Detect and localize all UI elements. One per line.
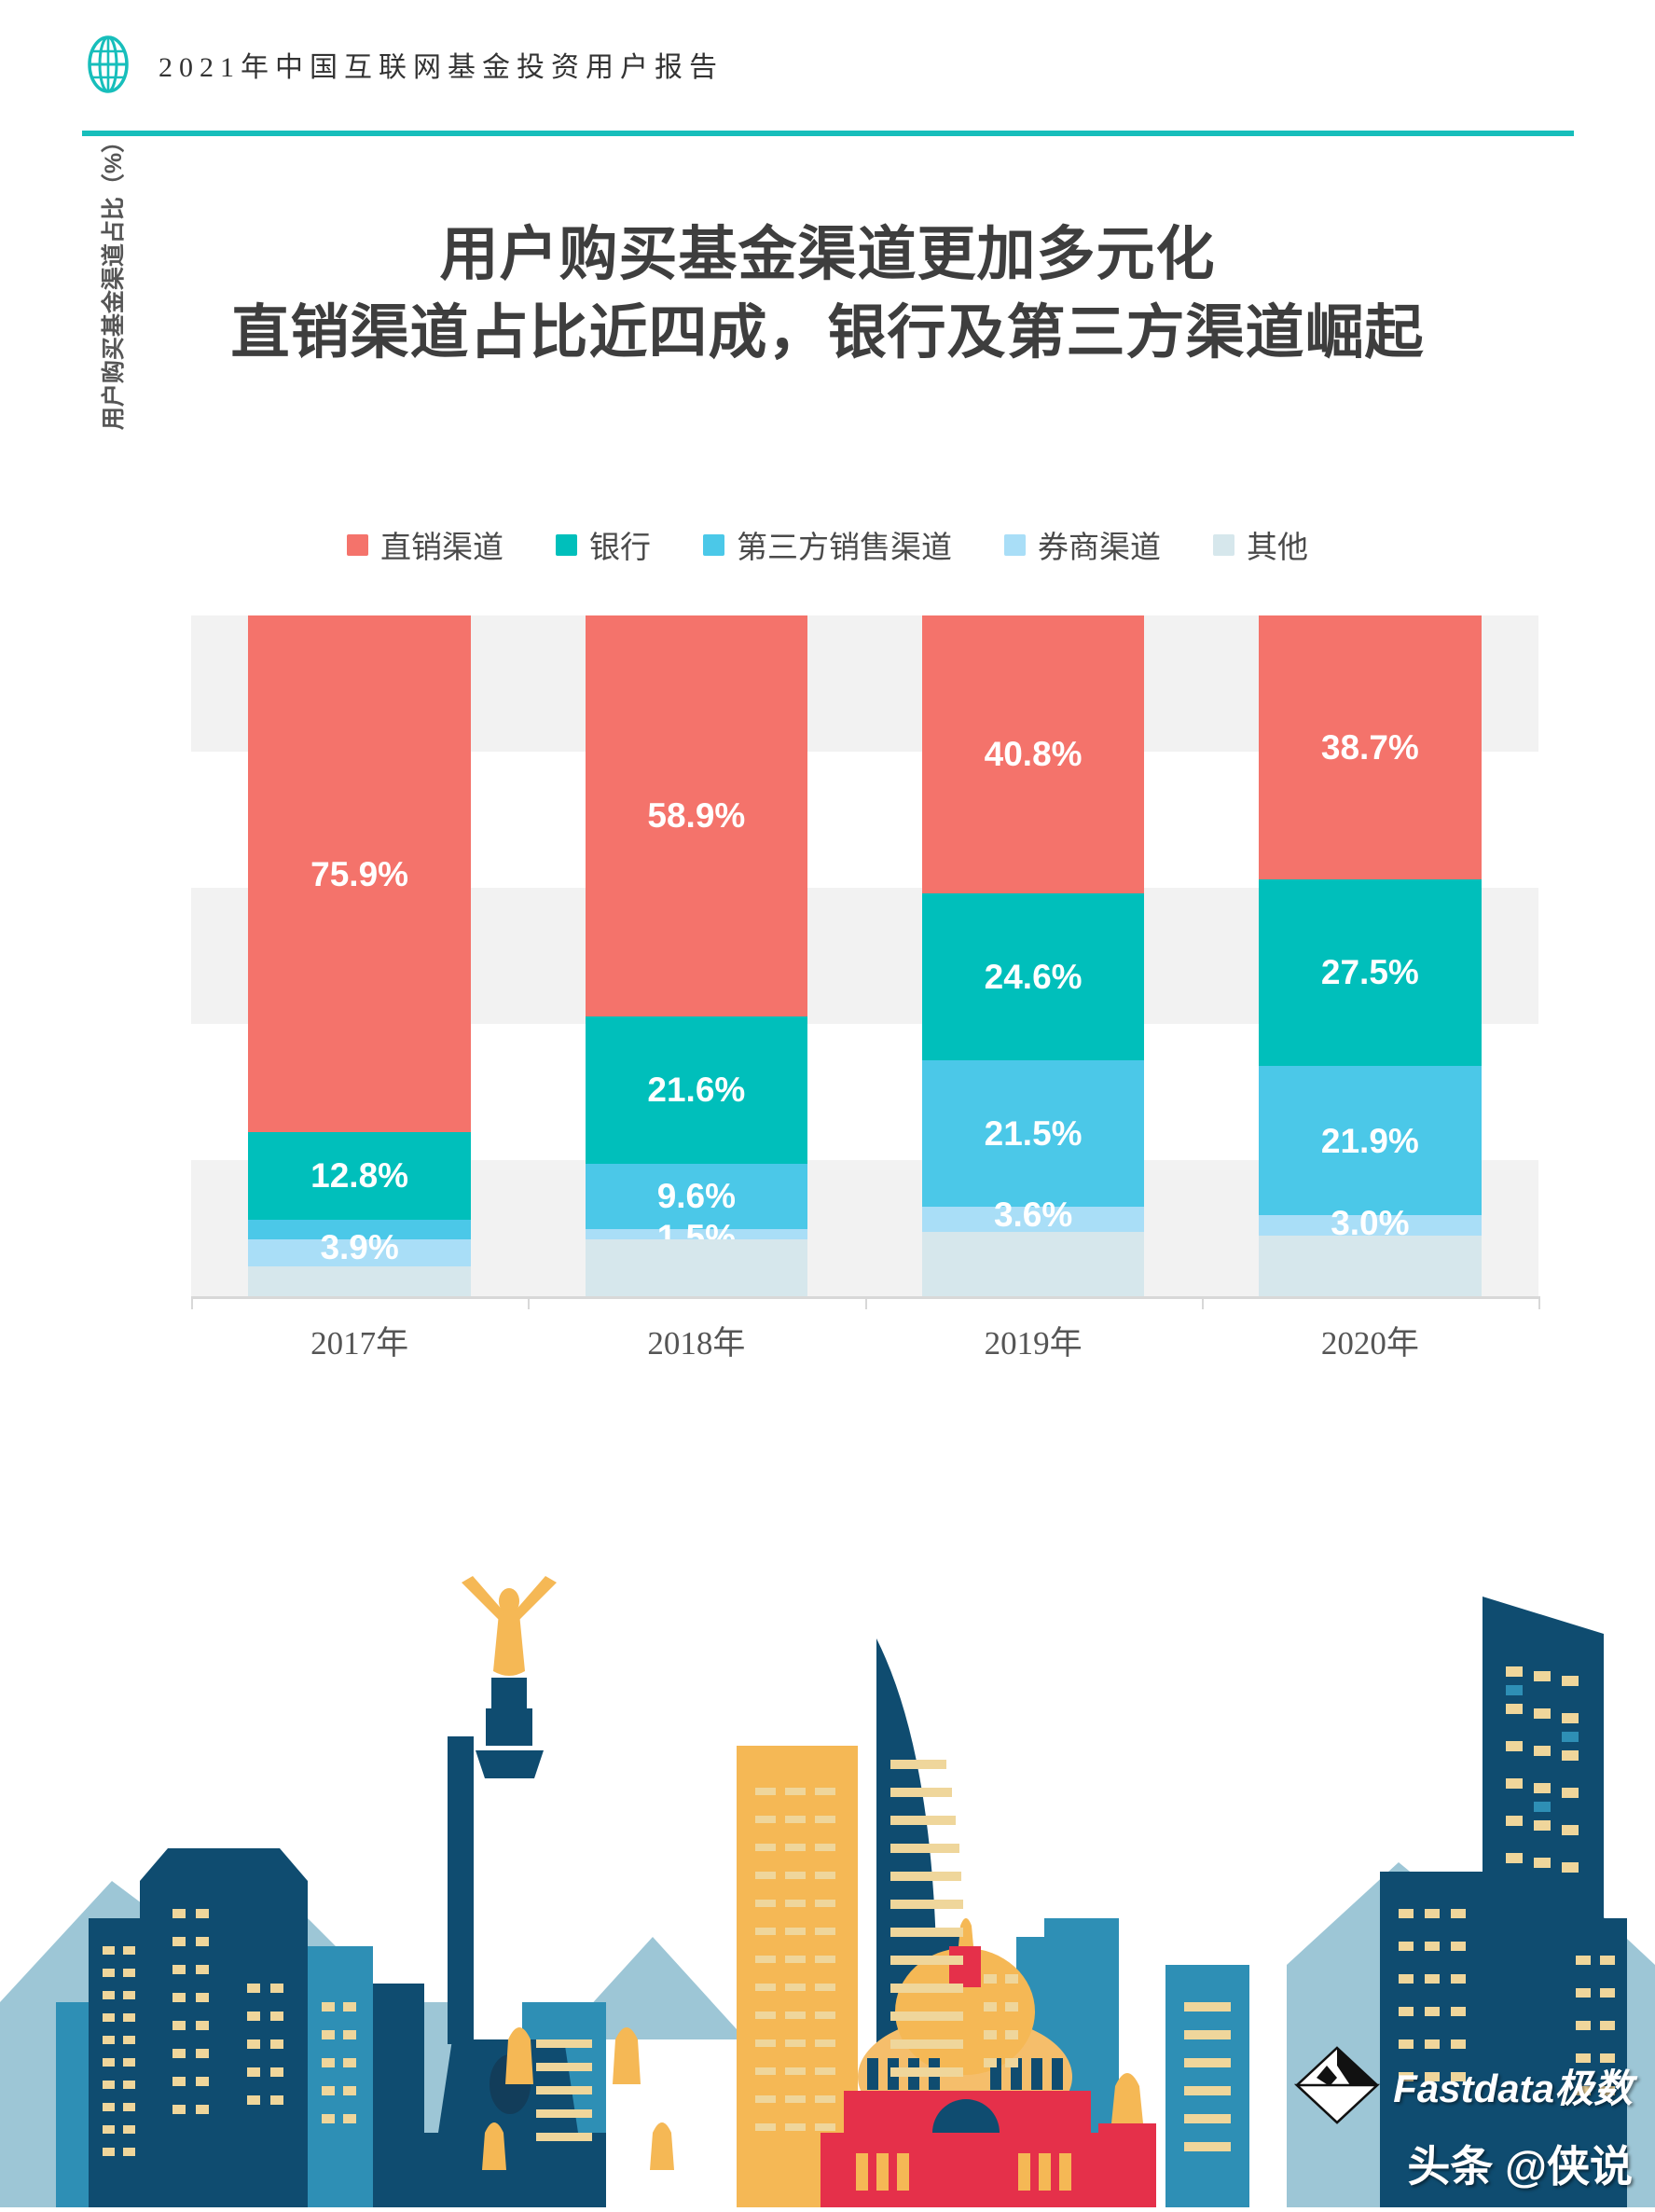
bar-value-label: 21.5% <box>984 1114 1083 1154</box>
legend-item-0[interactable]: 直销渠道 <box>347 522 503 567</box>
header-title: 2021年中国互联网基金投资用户报告 <box>159 52 724 83</box>
x-axis-tick-label: 2018年 <box>647 1325 746 1362</box>
bar-value-label: 24.6% <box>984 958 1083 997</box>
globe-icon <box>88 35 129 93</box>
legend-label: 券商渠道 <box>1038 530 1161 564</box>
bar-segment: 21.6% <box>585 1016 808 1164</box>
bar-column-2017年: 75.9% 12.8% 3.9% <box>191 615 528 1296</box>
bar-segment: 75.9% <box>248 615 471 1133</box>
bar-column-2020年: 38.7% 27.5% 21.9% 3.0% <box>1202 615 1538 1296</box>
bar-segment: 58.9% <box>585 615 808 1016</box>
bar-value-label: 21.6% <box>647 1071 746 1110</box>
bar-segment <box>248 1265 471 1296</box>
bar-segment <box>921 1231 1145 1296</box>
watermark-brand: Fastdata极数 <box>1393 2066 1633 2110</box>
chart-bars: 75.9% 12.8% 3.9% 58.9% 21.6% 9.6% 1.5% 40.8% 24.… <box>191 615 1538 1296</box>
title-line-2: 直销渠道占比近四成，银行及第三方渠道崛起 <box>230 299 1425 366</box>
legend-label: 其他 <box>1247 530 1308 564</box>
bar-segment: 27.5% <box>1259 878 1482 1067</box>
legend-swatch-icon <box>703 533 724 556</box>
bar-segment: 9.6% <box>585 1163 808 1229</box>
legend-label: 第三方销售渠道 <box>737 530 952 564</box>
x-axis-tick <box>191 1296 193 1309</box>
x-axis-tick <box>864 1296 867 1309</box>
bar-value-label: 75.9% <box>310 854 409 893</box>
bar-segment: 1.5% <box>585 1220 808 1254</box>
legend-item-4[interactable]: 其他 <box>1213 522 1308 567</box>
bar-value-label: 9.6% <box>656 1177 737 1216</box>
legend-swatch-icon <box>347 533 368 556</box>
bar-segment: 24.6% <box>921 892 1145 1061</box>
bar-segment: 40.8% <box>921 615 1145 893</box>
page-header: 2021年中国互联网基金投资用户报告 <box>0 0 1655 140</box>
bar-segment: 21.5% <box>921 1060 1145 1208</box>
bar-segment <box>248 1219 471 1240</box>
stacked-bar[interactable]: 40.8% 24.6% 21.5% 3.6% <box>921 615 1145 1296</box>
x-axis-labels: 2017年 2018年 2019年 2020年 <box>191 1317 1538 1364</box>
stacked-bar[interactable]: 38.7% 27.5% 21.9% 3.0% <box>1259 615 1482 1296</box>
legend-swatch-icon <box>1004 533 1026 556</box>
bar-segment <box>585 1238 808 1296</box>
bar-value-label: 3.9% <box>320 1228 399 1267</box>
bar-segment: 38.7% <box>1259 615 1482 879</box>
bar-value-label: 58.9% <box>647 796 746 836</box>
title-line-1: 用户购买基金渠道更加多元化 <box>439 222 1216 287</box>
header-divider <box>82 131 1574 136</box>
bar-column-2018年: 58.9% 21.6% 9.6% 1.5% <box>528 615 864 1296</box>
x-axis-tick-label: 2020年 <box>1320 1325 1419 1362</box>
legend-item-1[interactable]: 银行 <box>556 522 651 567</box>
x-axis-tick <box>1538 1296 1540 1309</box>
legend-label: 直销渠道 <box>380 530 503 564</box>
bar-value-label: 12.8% <box>310 1156 409 1196</box>
stacked-bar-chart: 用户购买基金渠道占比（%） 75.9% 12.8% 3.9% 58.9% 21.6% 9.… <box>101 130 1540 1364</box>
x-axis-tick <box>528 1296 531 1309</box>
x-axis-tick-label: 2017年 <box>310 1325 409 1362</box>
bar-segment <box>1259 1236 1482 1296</box>
legend-swatch-icon <box>556 533 577 556</box>
bar-value-label: 21.9% <box>1320 1121 1419 1160</box>
city-skyline-illustration: Fastdata极数 头条 @侠说 <box>0 1480 1655 2207</box>
bar-value-label: 38.7% <box>1320 727 1419 767</box>
stacked-bar[interactable]: 75.9% 12.8% 3.9% <box>248 615 471 1296</box>
chart-plot-area: 75.9% 12.8% 3.9% 58.9% 21.6% 9.6% 1.5% 40.8% 24.… <box>191 615 1538 1296</box>
page-title: 用户购买基金渠道更加多元化 直销渠道占比近四成，银行及第三方渠道崛起 <box>0 216 1655 373</box>
mountain-diamond-logo-icon <box>1294 2046 1381 2124</box>
y-axis-label: 用户购买基金渠道占比（%） <box>101 129 127 431</box>
legend-label: 银行 <box>589 530 651 564</box>
bar-value-label: 27.5% <box>1320 953 1419 992</box>
watermark: Fastdata极数 头条 @侠说 <box>1294 2045 1633 2194</box>
bar-value-label: 3.6% <box>993 1196 1073 1235</box>
watermark-handle: 头条 @侠说 <box>1407 2142 1633 2191</box>
legend-swatch-icon <box>1213 533 1234 556</box>
x-axis-tick-label: 2019年 <box>984 1325 1083 1362</box>
bar-segment: 3.6% <box>921 1197 1145 1232</box>
watermark-brand-row: Fastdata极数 <box>1294 2045 1633 2125</box>
bar-segment: 3.0% <box>1259 1206 1482 1240</box>
bar-value-label: 40.8% <box>984 735 1083 774</box>
legend-item-2[interactable]: 第三方销售渠道 <box>703 522 952 567</box>
bar-value-label: 3.0% <box>1331 1204 1410 1243</box>
bar-segment: 3.9% <box>248 1230 471 1266</box>
chart-legend: 直销渠道 银行 第三方销售渠道 券商渠道 其他 <box>0 522 1655 567</box>
legend-item-3[interactable]: 券商渠道 <box>1004 522 1161 567</box>
x-axis-tick <box>1201 1296 1204 1309</box>
stacked-bar[interactable]: 58.9% 21.6% 9.6% 1.5% <box>585 615 808 1296</box>
bar-column-2019年: 40.8% 24.6% 21.5% 3.6% <box>865 615 1202 1296</box>
bar-segment: 21.9% <box>1259 1066 1482 1216</box>
bar-segment: 12.8% <box>248 1132 471 1220</box>
header-inner: 2021年中国互联网基金投资用户报告 <box>82 35 724 93</box>
